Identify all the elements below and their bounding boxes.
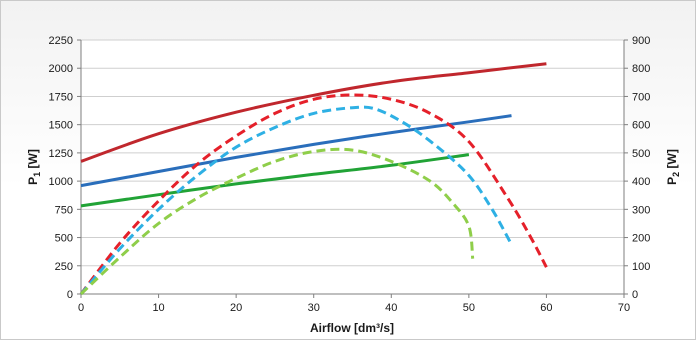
y-left-tick-label: 0 — [67, 289, 73, 301]
y-left-tick-label: 750 — [55, 204, 73, 216]
x-tick-label: 50 — [463, 302, 475, 314]
y-right-tick-label: 800 — [632, 63, 650, 75]
axes — [77, 39, 628, 298]
y-left-axis-title: P1 [W] — [26, 149, 42, 185]
y-left-tick-label: 1250 — [49, 148, 73, 160]
y-right-tick-label: 500 — [632, 148, 650, 160]
dashed-series-line-4 — [79, 93, 548, 295]
solid-series-line-2 — [80, 114, 512, 188]
y-right-tick-label: 900 — [632, 35, 650, 47]
y-right-tick-label: 0 — [632, 289, 638, 301]
x-tick-label: 0 — [78, 302, 84, 314]
y-left-tick-label: 1750 — [49, 91, 73, 103]
y-left-tick-label: 500 — [55, 233, 73, 245]
x-tick-label: 30 — [308, 302, 320, 314]
x-tick-label: 60 — [540, 302, 552, 314]
y-right-tick-label: 300 — [632, 204, 650, 216]
y-right-tick-label: 100 — [632, 261, 650, 273]
y-right-tick-label: 700 — [632, 91, 650, 103]
plot-area — [81, 40, 624, 294]
solid-series-line-1 — [80, 62, 547, 163]
gridlines — [81, 39, 624, 295]
x-tick-label: 20 — [230, 302, 242, 314]
x-tick-label: 40 — [385, 302, 397, 314]
y-right-axis-title: P2 [W] — [665, 149, 681, 185]
y-right-tick-label: 400 — [632, 176, 650, 188]
series-group — [79, 62, 548, 296]
dashed-series-line-6 — [79, 147, 475, 296]
x-axis-title: Airflow [dm³/s] — [310, 321, 394, 335]
y-left-tick-label: 2250 — [49, 35, 73, 47]
y-left-tick-label: 2000 — [49, 63, 73, 75]
y-left-tick-label: 1000 — [49, 176, 73, 188]
x-tick-label: 10 — [152, 302, 164, 314]
y-right-tick-label: 600 — [632, 120, 650, 132]
y-left-tick-label: 1500 — [49, 120, 73, 132]
y-right-tick-label: 200 — [632, 233, 650, 245]
dashed-series-line-5 — [79, 105, 513, 295]
x-tick-label: 70 — [618, 302, 630, 314]
y-left-tick-label: 250 — [55, 261, 73, 273]
